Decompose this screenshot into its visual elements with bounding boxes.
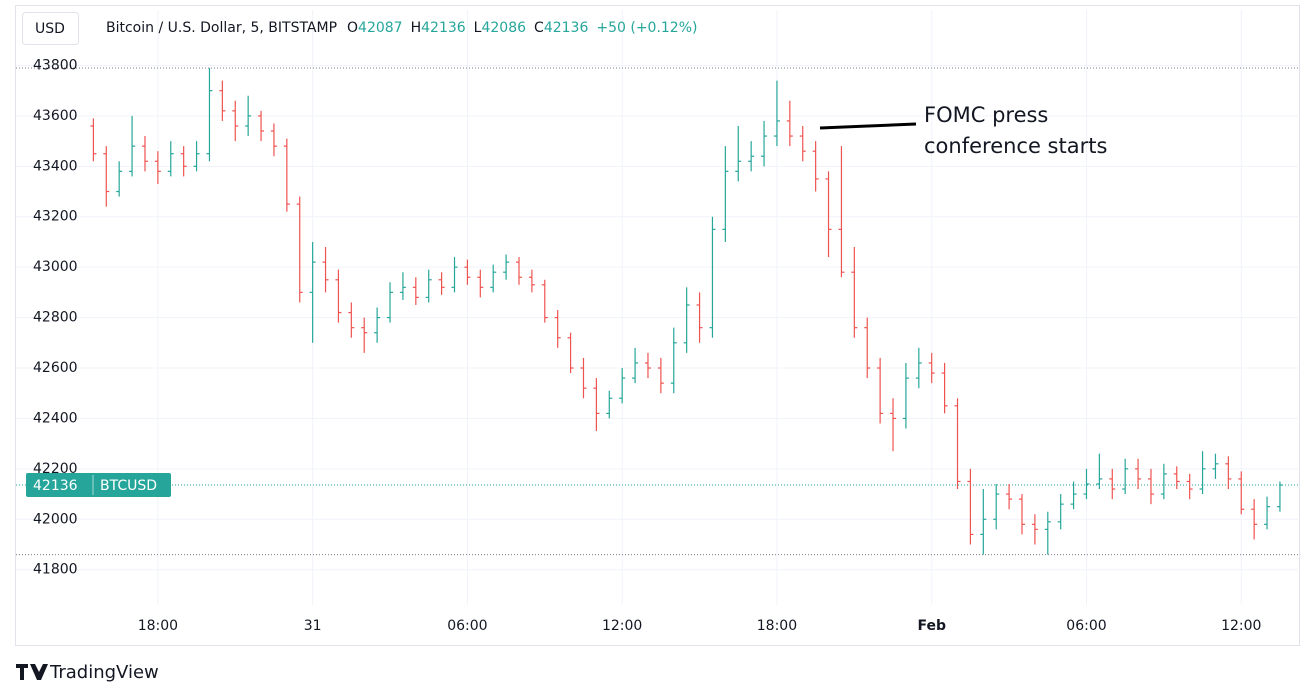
chart-frame [15, 5, 1300, 646]
bars [90, 67, 1283, 555]
y-tick-label: 42800 [33, 310, 78, 326]
title: Bitcoin / U.S. Dollar, 5, BITSTAMP [106, 20, 337, 36]
annotation-line [819, 122, 917, 130]
legend-key: H [411, 20, 422, 36]
x-tick-label: 18:00 [757, 618, 797, 634]
y-tick-label: 43400 [33, 158, 78, 174]
y-tick-label: 42400 [33, 410, 78, 426]
y-tick-label: 42000 [33, 511, 78, 527]
x-tick-label: 06:00 [1066, 618, 1106, 634]
currency-box[interactable] [22, 12, 79, 45]
y-tick-label: 41800 [33, 562, 78, 578]
y-tick-label: 43000 [33, 259, 78, 275]
y-tick-label: 43800 [33, 57, 78, 73]
chart-title: Bitcoin / U.S. Dollar, 5, BITSTAMP O42087… [106, 20, 697, 36]
y-tick-label: 43200 [33, 209, 78, 225]
x-tick-label: 12:00 [1221, 618, 1261, 634]
x-tick-label: 18:00 [138, 618, 178, 634]
x-tick-label: Feb [917, 618, 946, 634]
legend-value: 42136 [544, 20, 589, 36]
brand: TradingView [49, 662, 159, 683]
logo: TradingView [16, 662, 159, 683]
legend-key: O [347, 20, 358, 36]
y-tick-label: 43600 [33, 108, 78, 124]
grid [16, 10, 1298, 605]
x-tick-label: 12:00 [602, 618, 642, 634]
legend-key: C [534, 20, 544, 36]
change: +50 (+0.12%) [596, 20, 697, 36]
x-tick-label: 06:00 [447, 618, 487, 634]
y-tick-label: 42600 [33, 360, 78, 376]
annotation: conference starts [924, 134, 1107, 158]
legend-key: L [474, 20, 482, 36]
symbol-label: BTCUSD [100, 478, 157, 494]
price-label: 42136 [33, 478, 78, 494]
logo-mark [16, 664, 48, 680]
legend-value: 42086 [481, 20, 526, 36]
price-label-bg [26, 472, 171, 497]
legend-value: 42136 [421, 20, 466, 36]
currency[interactable]: USD [35, 21, 65, 37]
annotation: FOMC press [924, 103, 1048, 127]
legend-value: 42087 [358, 20, 403, 36]
y-tick-label: 42200 [33, 461, 78, 477]
x-tick-label: 31 [304, 618, 322, 634]
